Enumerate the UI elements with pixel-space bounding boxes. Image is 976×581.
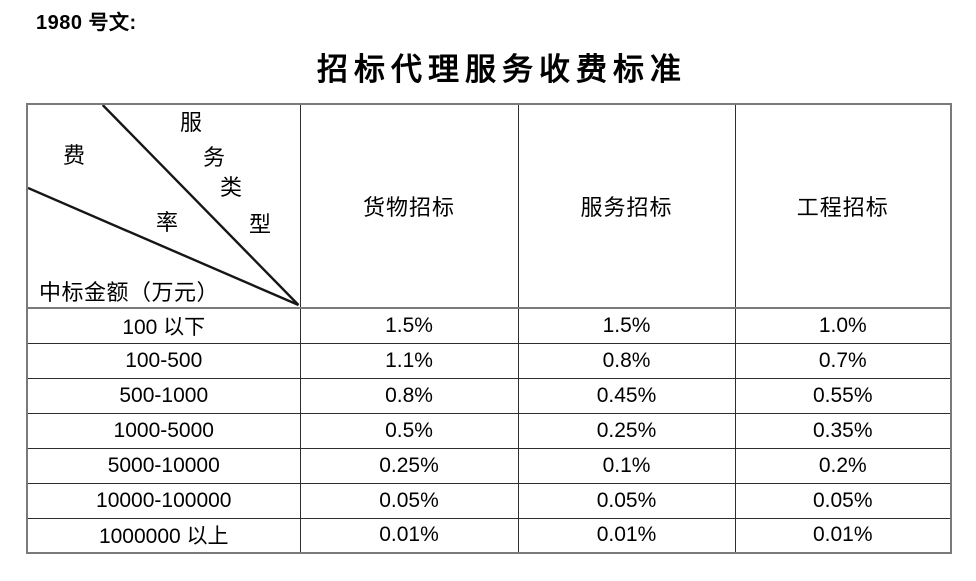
amount-range-cell: 100 以下 <box>26 307 301 344</box>
amount-range-cell: 500-1000 <box>26 377 301 414</box>
rate-cell: 0.7% <box>734 342 952 379</box>
table-row: 5000-10000 0.25% 0.1% 0.2% <box>26 447 952 484</box>
rate-cell: 0.8% <box>517 342 736 379</box>
table-row: 1000-5000 0.5% 0.25% 0.35% <box>26 412 952 449</box>
rate-cell: 1.1% <box>299 342 519 379</box>
amount-range-cell: 100-500 <box>26 342 301 379</box>
rate-cell: 0.05% <box>299 482 519 519</box>
table-row: 1000000 以上 0.01% 0.01% 0.01% <box>26 517 952 554</box>
rate-cell: 1.0% <box>734 307 952 344</box>
rate-cell: 0.01% <box>517 517 736 554</box>
corner-label-service-type-char: 务 <box>202 145 225 170</box>
corner-label-service-type-char: 类 <box>219 175 242 200</box>
page-title: 招标代理服务收费标准 <box>317 52 687 87</box>
column-header-goods: 货物招标 <box>299 103 519 309</box>
rate-cell: 0.05% <box>734 482 952 519</box>
rate-cell: 0.45% <box>517 377 736 414</box>
corner-label-service-type-char: 服 <box>179 110 202 135</box>
column-header-engineering: 工程招标 <box>734 103 952 309</box>
corner-label-fee-rate-char: 率 <box>155 210 178 235</box>
corner-label-fee-rate-char: 费 <box>62 143 85 168</box>
amount-range-cell: 5000-10000 <box>26 447 301 484</box>
corner-cell-content: 服 务 类 型 费 率 中标金额（万元） <box>28 105 299 306</box>
rate-cell: 0.01% <box>299 517 519 554</box>
diagonal-corner-cell: 服 务 类 型 费 率 中标金额（万元） <box>26 103 301 309</box>
rate-cell: 0.05% <box>517 482 736 519</box>
rate-cell: 0.1% <box>517 447 736 484</box>
diagonal-lines-graphic <box>28 105 299 306</box>
rate-cell: 0.25% <box>299 447 519 484</box>
rate-cell: 1.5% <box>299 307 519 344</box>
fee-standard-table: 服 务 类 型 费 率 中标金额（万元） 货物招标 服务招标 工程招标 100 … <box>26 103 952 554</box>
rate-cell: 0.8% <box>299 377 519 414</box>
corner-label-amount: 中标金额（万元） <box>39 280 220 305</box>
rate-cell: 0.5% <box>299 412 519 449</box>
table-row: 10000-100000 0.05% 0.05% 0.05% <box>26 482 952 519</box>
table-header-row: 服 务 类 型 费 率 中标金额（万元） 货物招标 服务招标 工程招标 <box>26 103 952 309</box>
amount-range-cell: 10000-100000 <box>26 482 301 519</box>
rate-cell: 0.25% <box>517 412 736 449</box>
column-header-service: 服务招标 <box>517 103 736 309</box>
table-row: 100 以下 1.5% 1.5% 1.0% <box>26 307 952 344</box>
amount-range-cell: 1000-5000 <box>26 412 301 449</box>
doc-number: 1980 号文: <box>36 12 137 34</box>
rate-cell: 0.01% <box>734 517 952 554</box>
table-row: 100-500 1.1% 0.8% 0.7% <box>26 342 952 379</box>
corner-label-service-type-char: 型 <box>248 212 271 237</box>
amount-range-cell: 1000000 以上 <box>26 517 301 554</box>
rate-cell: 1.5% <box>517 307 736 344</box>
rate-cell: 0.55% <box>734 377 952 414</box>
table-row: 500-1000 0.8% 0.45% 0.55% <box>26 377 952 414</box>
rate-cell: 0.2% <box>734 447 952 484</box>
rate-cell: 0.35% <box>734 412 952 449</box>
